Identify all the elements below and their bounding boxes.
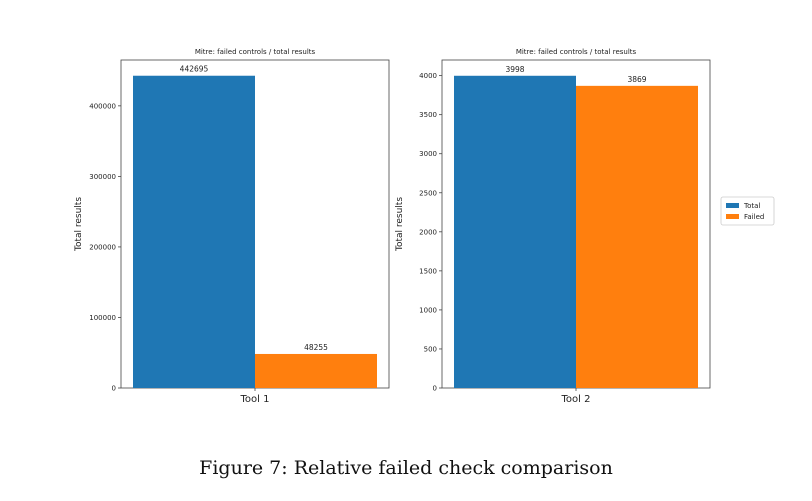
y-axis-label: Total results — [74, 197, 84, 252]
x-tick-label: Tool 1 — [240, 394, 270, 405]
legend-swatch-total — [726, 203, 739, 208]
y-tick-label: 1000 — [419, 306, 437, 314]
y-tick-label: 500 — [424, 345, 437, 353]
y-tick-label: 1500 — [419, 267, 437, 275]
y-tick-label: 2000 — [419, 228, 437, 236]
y-tick-label: 100000 — [89, 314, 116, 322]
y-tick-label: 4000 — [419, 72, 437, 80]
bar-value-label: 442695 — [180, 65, 209, 74]
y-tick-label: 0 — [112, 385, 116, 393]
chart-title: Mitre: failed controls / total results — [195, 48, 316, 56]
bar-failed — [576, 85, 698, 389]
y-tick-label: 3000 — [419, 150, 437, 158]
y-tick-label: 300000 — [89, 173, 116, 181]
bar-total — [454, 75, 576, 388]
y-axis-label: Total results — [395, 197, 405, 252]
legend-label-total: Total — [743, 202, 760, 210]
bar-value-label: 48255 — [304, 343, 328, 352]
legend-swatch-failed — [726, 214, 739, 219]
y-tick-label: 200000 — [89, 243, 116, 251]
y-tick-label: 400000 — [89, 102, 116, 110]
y-tick-label: 2500 — [419, 189, 437, 197]
y-tick-label: 3500 — [419, 111, 437, 119]
legend-label-failed: Failed — [744, 213, 764, 221]
bar-value-label: 3998 — [505, 65, 524, 74]
y-tick-label: 0 — [433, 385, 437, 393]
chart-title: Mitre: failed controls / total results — [516, 48, 637, 56]
bar-total — [133, 75, 255, 388]
figure-caption: Figure 7: Relative failed check comparis… — [199, 457, 613, 479]
bar-failed — [255, 353, 377, 388]
bar-value-label: 3869 — [627, 75, 646, 84]
x-tick-label: Tool 2 — [561, 394, 591, 405]
